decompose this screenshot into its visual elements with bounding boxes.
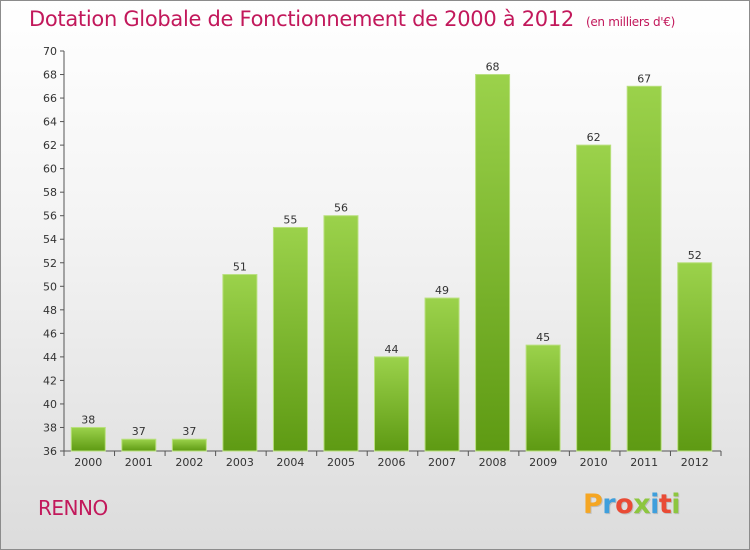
title-text: Dotation Globale de Fonctionnement de 20… — [29, 7, 574, 31]
y-tick-label: 38 — [43, 421, 57, 434]
x-tick-label-2003: 2003 — [226, 456, 254, 469]
data-label-2008: 68 — [486, 61, 500, 74]
x-tick-label-2005: 2005 — [327, 456, 355, 469]
x-tick-label-2011: 2011 — [630, 456, 658, 469]
x-tick-label-2001: 2001 — [125, 456, 153, 469]
y-tick-label: 58 — [43, 186, 57, 199]
bar-2000 — [70, 426, 106, 452]
y-tick-label: 36 — [43, 445, 57, 458]
y-tick-label: 46 — [43, 327, 57, 340]
bar-2006 — [374, 356, 409, 452]
data-label-2001: 37 — [132, 425, 146, 438]
x-tick-label-2000: 2000 — [74, 456, 102, 469]
bars — [70, 74, 713, 452]
y-tick-label: 56 — [43, 210, 57, 223]
logo-letter: o — [615, 489, 634, 520]
x-tick-label-2010: 2010 — [580, 456, 608, 469]
bar-2001 — [121, 438, 157, 452]
y-tick-label: 54 — [43, 233, 57, 246]
bar-2007 — [424, 297, 460, 452]
y-tick-label: 48 — [43, 304, 57, 317]
bar-2011 — [626, 85, 662, 452]
data-label-2002: 37 — [182, 425, 196, 438]
bar-2002 — [171, 438, 207, 452]
commune-name: RENNO — [38, 496, 108, 520]
x-tick-label-2009: 2009 — [529, 456, 557, 469]
data-label-2003: 51 — [233, 261, 247, 274]
x-tick-label-2004: 2004 — [276, 456, 304, 469]
y-tick-label: 52 — [43, 257, 57, 270]
bar-2009 — [525, 344, 561, 452]
y-tick-label: 40 — [43, 398, 57, 411]
logo-letter: i — [671, 489, 681, 520]
y-tick-label: 70 — [43, 45, 57, 58]
x-tick-label-2002: 2002 — [175, 456, 203, 469]
logo-letter: i — [650, 489, 659, 520]
y-tick-label: 64 — [43, 116, 57, 129]
bar-2008 — [475, 74, 511, 452]
y-tick-label: 44 — [43, 351, 57, 364]
logo-letter: x — [633, 489, 651, 520]
data-label-2005: 56 — [334, 202, 348, 215]
y-tick-label: 66 — [43, 92, 57, 105]
data-label-2000: 38 — [81, 413, 95, 426]
bar-2004 — [272, 226, 308, 452]
x-tick-label-2008: 2008 — [479, 456, 507, 469]
x-tick-label-2012: 2012 — [681, 456, 709, 469]
chart-title: Dotation Globale de Fonctionnement de 20… — [29, 7, 675, 31]
bar-2005 — [323, 215, 359, 452]
chart-subtitle: (en milliers d'€) — [585, 15, 675, 29]
y-tick-label: 42 — [43, 374, 57, 387]
logo-letter: P — [583, 489, 603, 520]
data-labels: 38 37 37 51 55 56 44 49 68 45 62 67 52 — [81, 61, 701, 439]
data-label-2009: 45 — [536, 331, 550, 344]
data-label-2010: 62 — [587, 131, 601, 144]
y-tick-label: 68 — [43, 69, 57, 82]
y-tick-label: 50 — [43, 280, 57, 293]
data-label-2011: 67 — [637, 72, 651, 85]
data-label-2004: 55 — [283, 213, 297, 226]
logo-letter: r — [602, 489, 616, 520]
bar-2010 — [576, 144, 612, 452]
axes: 36 38 40 42 44 46 48 50 52 54 56 58 60 62 64 66 68 70 2000… — [43, 45, 722, 469]
y-tick-label: 62 — [43, 139, 57, 152]
data-label-2006: 44 — [385, 343, 399, 356]
data-label-2012: 52 — [688, 249, 702, 262]
logo-letter: t — [658, 489, 672, 520]
proxiti-logo[interactable]: Proxiti — [583, 489, 681, 520]
x-tick-label-2006: 2006 — [378, 456, 406, 469]
data-label-2007: 49 — [435, 284, 449, 297]
bar-2003 — [222, 274, 258, 452]
bar-2012 — [677, 262, 713, 452]
y-tick-label: 60 — [43, 163, 57, 176]
x-tick-label-2007: 2007 — [428, 456, 456, 469]
